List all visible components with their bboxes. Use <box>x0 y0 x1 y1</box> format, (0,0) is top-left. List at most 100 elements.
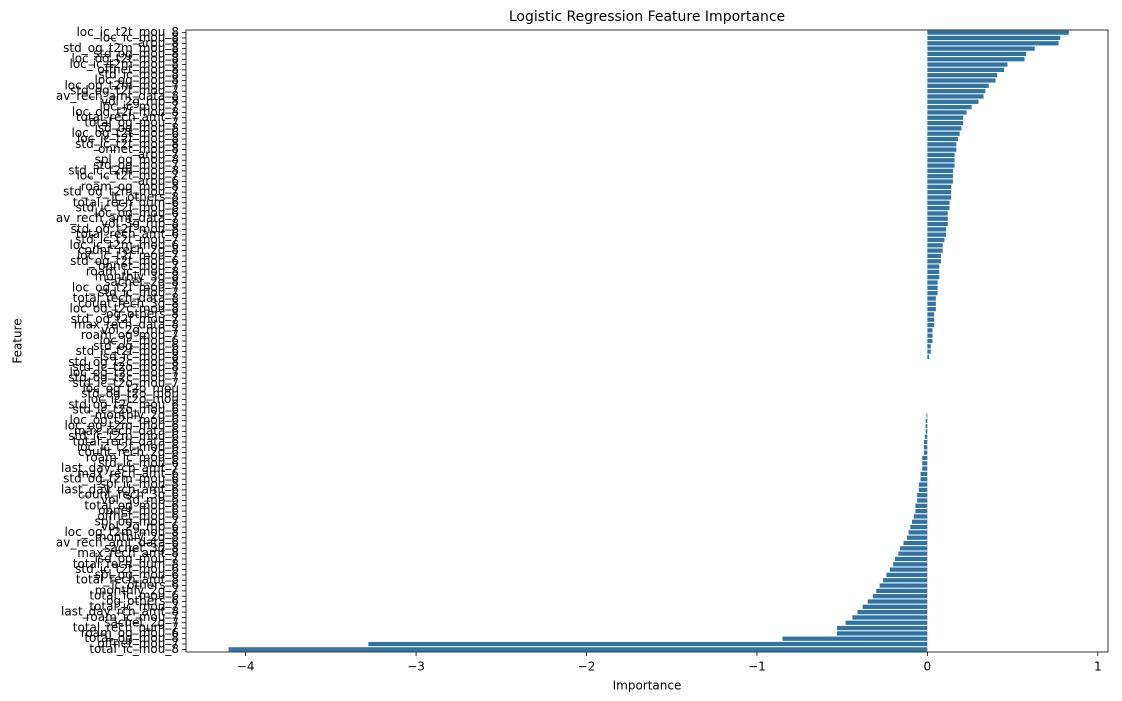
y-tick-label: max_rech_data_8 <box>74 318 179 332</box>
y-tick-label: std_og_t2c_mou_6 <box>68 397 179 411</box>
y-tick-label: std_ic_t2f_mou_8 <box>76 201 179 215</box>
bar <box>927 259 941 264</box>
y-tick-label: loc_ic_t2o_mou <box>87 392 179 406</box>
y-tick-label: roam_og_mou_7 <box>81 328 179 342</box>
y-tick-label: count_rech_3g_8 <box>78 296 179 310</box>
bar <box>924 434 928 439</box>
y-tick-label: total_rech_num_6 <box>73 195 179 209</box>
bar <box>883 578 928 583</box>
bar <box>867 599 928 604</box>
y-tick-label: last_day_rch_amt_6 <box>61 482 179 496</box>
y-tick-label: og_others_8 <box>106 307 179 321</box>
y-tick-label: total_ic_mou_7 <box>89 599 179 613</box>
bar <box>862 604 928 609</box>
bar <box>927 41 1059 46</box>
y-tick-label: std_og_t2c_mou_7 <box>68 371 179 385</box>
y-tick-label: arpu_8 <box>138 36 179 50</box>
bar <box>879 583 928 588</box>
y-tick-label: total_rech_amt_7 <box>76 110 179 124</box>
bar <box>837 631 928 636</box>
y-tick-label: roam_ic_mou_7 <box>86 610 179 624</box>
y-tick-label: roam_og_mou_6 <box>81 626 179 640</box>
y-tick-label: offnet_mou_8 <box>97 62 179 76</box>
bar <box>918 487 928 492</box>
y-tick-label: vol_2g_mb_8 <box>101 94 179 108</box>
bar <box>927 195 952 200</box>
y-tick-label: std_og_mou_7 <box>93 158 179 172</box>
y-tick-label: loc_og_t2c_mou_7 <box>70 365 179 379</box>
y-tick-label: std_og_t2t_mou_7 <box>70 84 179 98</box>
y-tick-label: total_rech_data_8 <box>73 291 179 305</box>
y-tick-label: total_rech_amt_6 <box>76 227 179 241</box>
bar <box>927 322 935 328</box>
y-tick-label: og_others_6 <box>106 594 179 608</box>
bar <box>927 46 1035 51</box>
bar <box>886 572 928 578</box>
bar <box>927 190 952 195</box>
x-tick-label: −2 <box>578 660 596 674</box>
bar <box>920 471 928 477</box>
y-tick-label: vol_2g_mb_7 <box>101 323 179 337</box>
bar <box>782 636 928 641</box>
y-tick-label: count_rech_3g_6 <box>78 488 179 502</box>
y-tick-label: count_rech_2g_8 <box>78 243 179 257</box>
bar <box>927 83 989 88</box>
bar <box>923 445 928 450</box>
y-tick-label: vol_2g_mb_6 <box>101 520 179 534</box>
y-tick-label: loc_ic_t2m_mou_6 <box>69 238 179 252</box>
y-tick-label: spl_og_mou_8 <box>95 153 179 167</box>
bar <box>368 641 928 647</box>
bar <box>920 477 928 482</box>
bar <box>927 57 1025 62</box>
y-tick-label: loc_og_t2m_mou_8 <box>64 525 179 539</box>
bar <box>922 455 928 461</box>
bar <box>927 285 938 290</box>
y-tick-label: std_ic_mou_8 <box>98 68 179 82</box>
bar <box>918 482 928 487</box>
bar <box>927 131 960 136</box>
y-tick-label: roam_ic_mou_8 <box>86 264 179 278</box>
bar <box>927 174 953 179</box>
y-tick-label: arpu_6 <box>138 174 179 188</box>
y-tick-label: std_og_t2f_mou_8 <box>71 222 179 236</box>
y-tick-label: sachet_3g_8 <box>104 541 179 555</box>
y-tick-label: total_og_mou_8 <box>84 631 179 645</box>
bar <box>927 30 1069 35</box>
y-tick-label: std_og_t2t_mou_6 <box>70 254 179 268</box>
y-tick-label: loc_og_t2f_mou_8 <box>72 105 179 119</box>
bar <box>927 237 945 243</box>
y-tick-label: av_rech_amt_data_8 <box>56 89 179 103</box>
bar <box>927 51 1027 57</box>
bar <box>927 227 947 232</box>
y-tick-label: std_ic_t2m_mou_8 <box>68 163 179 177</box>
bar <box>872 594 928 599</box>
bar <box>927 344 931 349</box>
bar <box>893 562 928 567</box>
bar <box>927 62 1008 67</box>
y-tick-label: isd_og_mou_8 <box>95 121 179 135</box>
bar <box>927 67 1005 72</box>
bar <box>876 588 928 593</box>
bar <box>925 429 928 434</box>
bar <box>927 333 933 338</box>
bar <box>927 349 931 354</box>
y-tick-label: loc_og_t2m_mou_6 <box>64 419 179 433</box>
y-tick-label: std_ic_t2t_mou_6 <box>75 562 179 576</box>
y-tick-label: std_ic_t2f_mou_6 <box>76 344 179 358</box>
y-tick-label: total_rech_num_8 <box>73 557 179 571</box>
bar <box>900 546 928 551</box>
y-tick-label: std_ic_mou_6 <box>98 456 179 470</box>
y-tick-label: loc_ic_mou_7 <box>100 100 179 114</box>
y-tick-label: std_ic_t2o_mou_8 <box>73 360 179 374</box>
bar <box>927 163 955 168</box>
bar <box>889 567 928 572</box>
y-tick-label: offnet_mou_6 <box>97 509 179 523</box>
y-tick-label: std_og_mou_6 <box>93 339 179 353</box>
y-tick-label: monthly_2g_6 <box>95 408 179 422</box>
y-tick-label: loc_ic_t2f_mou_8 <box>77 131 179 145</box>
y-tick-label: total_ic_mou_8 <box>89 642 179 656</box>
bar <box>927 243 943 248</box>
bar <box>927 35 1061 41</box>
y-tick-label: loc_og_t2m_mou_7 <box>64 78 179 92</box>
